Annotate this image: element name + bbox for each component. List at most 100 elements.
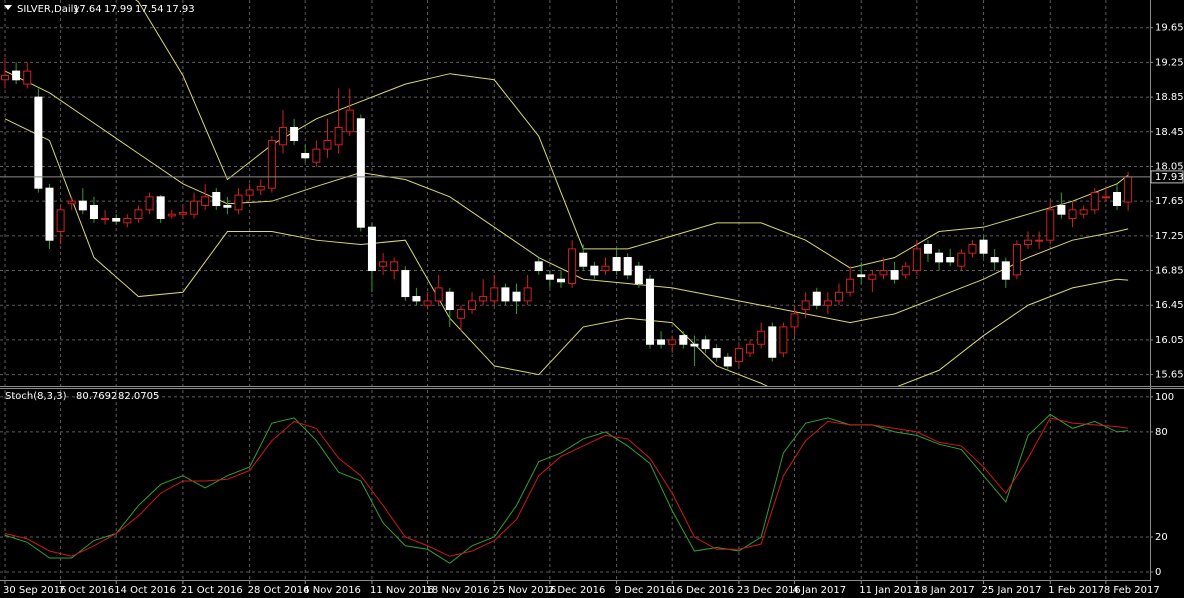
bollinger-band: [4, 70, 1129, 324]
candle-body: [67, 200, 76, 205]
candle-body: [290, 126, 299, 141]
candle-body: [779, 326, 788, 354]
candle-body: [401, 270, 410, 298]
candle-body: [56, 209, 65, 233]
candle-body: [512, 291, 521, 302]
x-tick-label: 11 Nov 2016: [370, 585, 434, 596]
candle-body: [857, 274, 866, 278]
candle-body: [557, 278, 565, 283]
candle-body: [234, 194, 243, 211]
y-tick-label: 18.45: [1155, 127, 1184, 138]
candle-body: [868, 274, 877, 280]
candle-body: [434, 287, 443, 302]
grid-layer: [0, 0, 1150, 580]
candle-body: [634, 265, 643, 285]
candle-body: [790, 313, 799, 328]
candle-body: [490, 287, 499, 302]
candle-body: [1001, 261, 1010, 280]
candle-body: [645, 278, 654, 345]
candle-body: [223, 205, 232, 208]
candle-body: [34, 96, 43, 189]
candle-body: [523, 287, 532, 302]
ohlc-high: 17.99: [104, 4, 133, 15]
candle-body: [723, 356, 732, 367]
candle-body: [668, 339, 677, 345]
candle-body: [545, 274, 554, 280]
candle-body: [623, 257, 632, 276]
x-tick-label: 4 Nov 2016: [303, 585, 361, 596]
candle-body: [456, 309, 465, 319]
x-tick-label: 16 Dec 2016: [670, 585, 734, 596]
candle-body: [89, 205, 98, 220]
y-tick-label: 16.85: [1155, 266, 1184, 277]
indicator-signal-value: 82.0705: [118, 391, 159, 402]
candle-body: [590, 265, 599, 276]
candle-body: [267, 139, 276, 189]
candle-body: [190, 200, 199, 215]
candle-body: [746, 343, 755, 354]
candle-body: [812, 291, 821, 306]
bollinger-band: [4, 118, 1129, 386]
candle-body: [412, 296, 421, 302]
candle-body: [367, 226, 376, 272]
candle-body: [101, 218, 110, 221]
candle-body: [657, 339, 666, 345]
candle-body: [12, 70, 21, 81]
candle-body: [890, 270, 899, 280]
candle-body: [45, 187, 54, 241]
candle-body: [379, 261, 388, 267]
candle-body: [334, 126, 343, 146]
candle-body: [167, 213, 176, 217]
symbol-label: SILVER,Daily: [17, 4, 79, 15]
y-tick-label: 18.05: [1155, 161, 1184, 172]
candle-body: [312, 148, 321, 163]
candle-body: [1012, 244, 1021, 276]
y-tick-label: 16.05: [1155, 335, 1184, 346]
candle-body: [823, 300, 832, 306]
candle-body: [479, 296, 488, 302]
candle-body: [835, 291, 843, 302]
y-tick-label: 17.65: [1155, 196, 1184, 207]
current-price-box: [1150, 170, 1184, 184]
menu-arrow[interactable]: [4, 5, 12, 10]
candle-body: [1101, 196, 1110, 199]
ohlc-close: 17.93: [166, 4, 195, 15]
candle-body: [1068, 209, 1077, 220]
candle-body: [178, 211, 187, 215]
candle-body: [245, 189, 254, 196]
candle-body: [212, 192, 221, 207]
y-tick-label: 16.45: [1155, 300, 1184, 311]
candle-body: [935, 252, 944, 263]
y-tick-label: 80: [1155, 427, 1168, 438]
x-tick-label: 25 Jan 2017: [982, 585, 1042, 596]
candle-body: [1046, 209, 1055, 241]
x-tick-label: 21 Oct 2016: [181, 585, 243, 596]
candle-body: [445, 291, 454, 311]
candle-body: [301, 152, 310, 159]
candle-body: [501, 287, 510, 302]
candle-body: [579, 252, 588, 267]
candle-body: [734, 348, 743, 363]
y-tick-label: 100: [1155, 392, 1174, 403]
ohlc-low: 17.54: [135, 4, 164, 15]
price-panel: [0, 0, 1150, 386]
candle-body: [145, 196, 154, 211]
candle-body: [1, 74, 9, 81]
candle-body: [468, 300, 477, 311]
candle-body: [23, 70, 32, 85]
candle-body: [801, 300, 810, 311]
candle-body: [901, 265, 910, 276]
candle-body: [1090, 192, 1099, 211]
x-tick-label: 1 Feb 2017: [1048, 585, 1104, 596]
stochastic-panel: [4, 413, 1129, 564]
stochastic-line: [4, 417, 1129, 557]
candle-body: [712, 348, 721, 358]
candle-body: [534, 261, 543, 272]
candle-body: [134, 209, 143, 220]
x-tick-label: 18 Nov 2016: [426, 585, 490, 596]
y-tick-label: 0: [1155, 567, 1161, 578]
candle-body: [1113, 192, 1121, 207]
